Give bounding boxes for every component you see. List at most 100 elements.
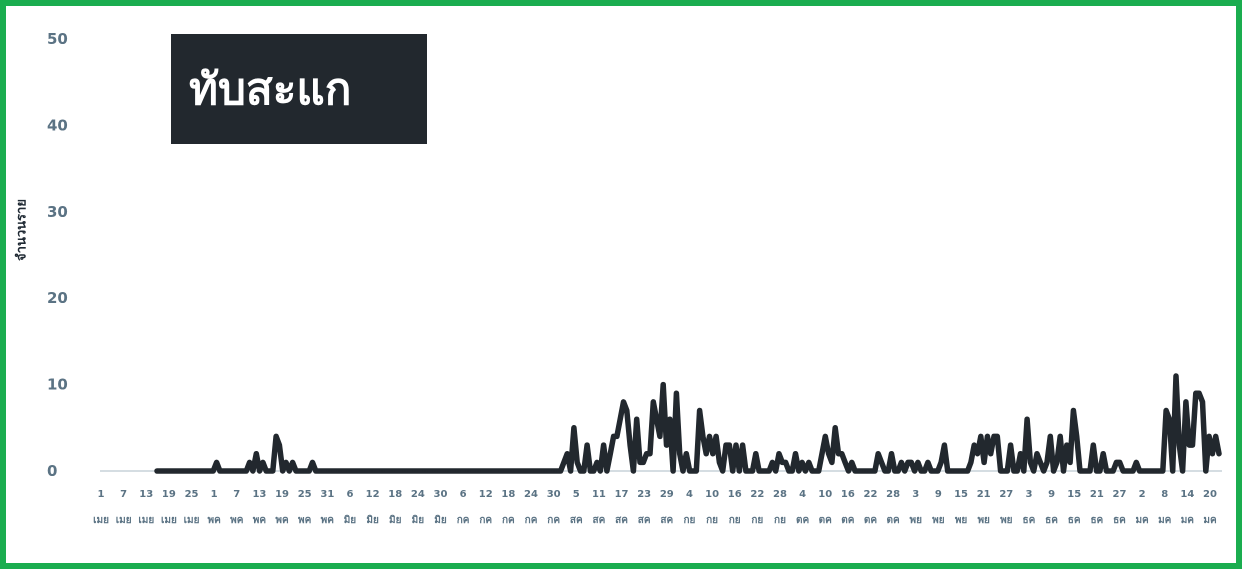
x-tick-day-label: 16 <box>728 489 742 500</box>
data-point <box>192 470 195 472</box>
data-point <box>1072 409 1075 412</box>
data-point <box>275 435 278 438</box>
y-tick-label: 20 <box>47 289 68 307</box>
x-tick-day-label: 19 <box>275 489 289 500</box>
data-point <box>586 444 589 447</box>
data-point <box>460 470 463 472</box>
data-point <box>1204 470 1207 472</box>
x-tick-month-label: มค <box>1158 515 1172 526</box>
data-point <box>1125 470 1128 472</box>
data-point <box>185 470 188 472</box>
x-tick-day-label: 1 <box>211 489 218 500</box>
data-point <box>394 470 397 472</box>
data-point <box>711 452 714 455</box>
data-point <box>959 470 962 472</box>
data-point <box>467 470 469 472</box>
x-tick-month-label: กย <box>706 515 718 526</box>
x-tick-day-label: 9 <box>935 489 942 500</box>
data-point <box>261 461 264 464</box>
data-point <box>222 470 225 472</box>
data-point <box>225 470 228 472</box>
data-point <box>536 470 539 472</box>
x-tick-month-label: สค <box>638 515 651 526</box>
data-point <box>500 470 503 472</box>
x-tick-month-label: ตค <box>887 515 900 526</box>
data-point <box>404 470 407 472</box>
chart-title-box: ทับสะแก <box>171 34 427 144</box>
data-point <box>400 470 403 472</box>
data-point <box>1171 470 1174 472</box>
data-point <box>629 444 632 447</box>
x-tick-month-label: พค <box>253 515 267 526</box>
data-point <box>781 461 784 464</box>
data-point <box>546 470 549 472</box>
data-point <box>1188 444 1191 447</box>
data-point <box>705 452 708 455</box>
data-point <box>801 461 804 464</box>
data-point <box>443 470 446 472</box>
x-tick-month-label: ธค <box>1090 515 1103 526</box>
data-point <box>943 444 946 447</box>
data-point <box>778 452 780 455</box>
data-point <box>1069 461 1072 464</box>
data-point <box>963 470 966 472</box>
data-point <box>215 461 218 464</box>
data-point <box>688 470 691 472</box>
x-tick-month-label: พย <box>1000 515 1013 526</box>
x-tick-month-label: มิย <box>434 514 447 526</box>
data-point <box>605 470 608 472</box>
data-point <box>787 470 790 472</box>
data-point <box>569 470 572 472</box>
data-point <box>258 470 261 472</box>
data-point <box>1128 470 1131 472</box>
data-point <box>314 470 317 472</box>
x-tick-month-label: เมย <box>184 515 200 526</box>
x-tick-day-label: 17 <box>615 489 629 500</box>
data-point <box>996 435 999 438</box>
data-point <box>159 470 162 472</box>
data-point <box>172 470 175 472</box>
data-point <box>248 461 251 464</box>
x-tick-month-label: มิย <box>366 514 379 526</box>
data-point <box>338 470 340 472</box>
x-tick-month-label: ธค <box>1068 515 1081 526</box>
x-tick-month-label: กค <box>502 515 515 526</box>
data-point <box>672 470 675 472</box>
data-point <box>804 470 807 472</box>
data-point <box>1009 444 1012 447</box>
data-point <box>986 435 989 438</box>
data-point <box>847 470 850 472</box>
data-point <box>381 470 383 472</box>
data-point <box>1175 375 1177 377</box>
data-point <box>1194 392 1197 395</box>
data-point <box>255 452 258 455</box>
data-point <box>678 452 681 455</box>
data-point <box>999 470 1002 472</box>
x-tick-month-label: ธค <box>1045 515 1058 526</box>
data-point <box>476 470 479 472</box>
data-point <box>890 452 893 455</box>
data-point <box>364 470 367 472</box>
x-tick-month-label: สค <box>593 515 606 526</box>
data-point <box>1046 461 1048 464</box>
x-tick-day-label: 16 <box>841 489 855 500</box>
data-point <box>850 461 853 464</box>
x-tick-day-label: 3 <box>1025 489 1032 500</box>
data-point <box>883 470 886 472</box>
data-point <box>1145 470 1148 472</box>
data-point <box>1026 418 1029 421</box>
data-point <box>923 470 926 472</box>
data-point <box>685 452 688 455</box>
data-point <box>953 470 956 472</box>
data-point <box>354 470 357 472</box>
data-point <box>880 461 883 464</box>
data-point <box>1208 435 1211 438</box>
x-tick-day-label: 8 <box>1161 489 1168 500</box>
x-tick-month-label: มค <box>1181 515 1195 526</box>
x-tick-day-label: 22 <box>750 489 764 500</box>
data-point <box>390 470 393 472</box>
x-tick-month-label: มิย <box>412 514 425 526</box>
data-point <box>242 470 244 472</box>
data-point <box>725 444 727 447</box>
